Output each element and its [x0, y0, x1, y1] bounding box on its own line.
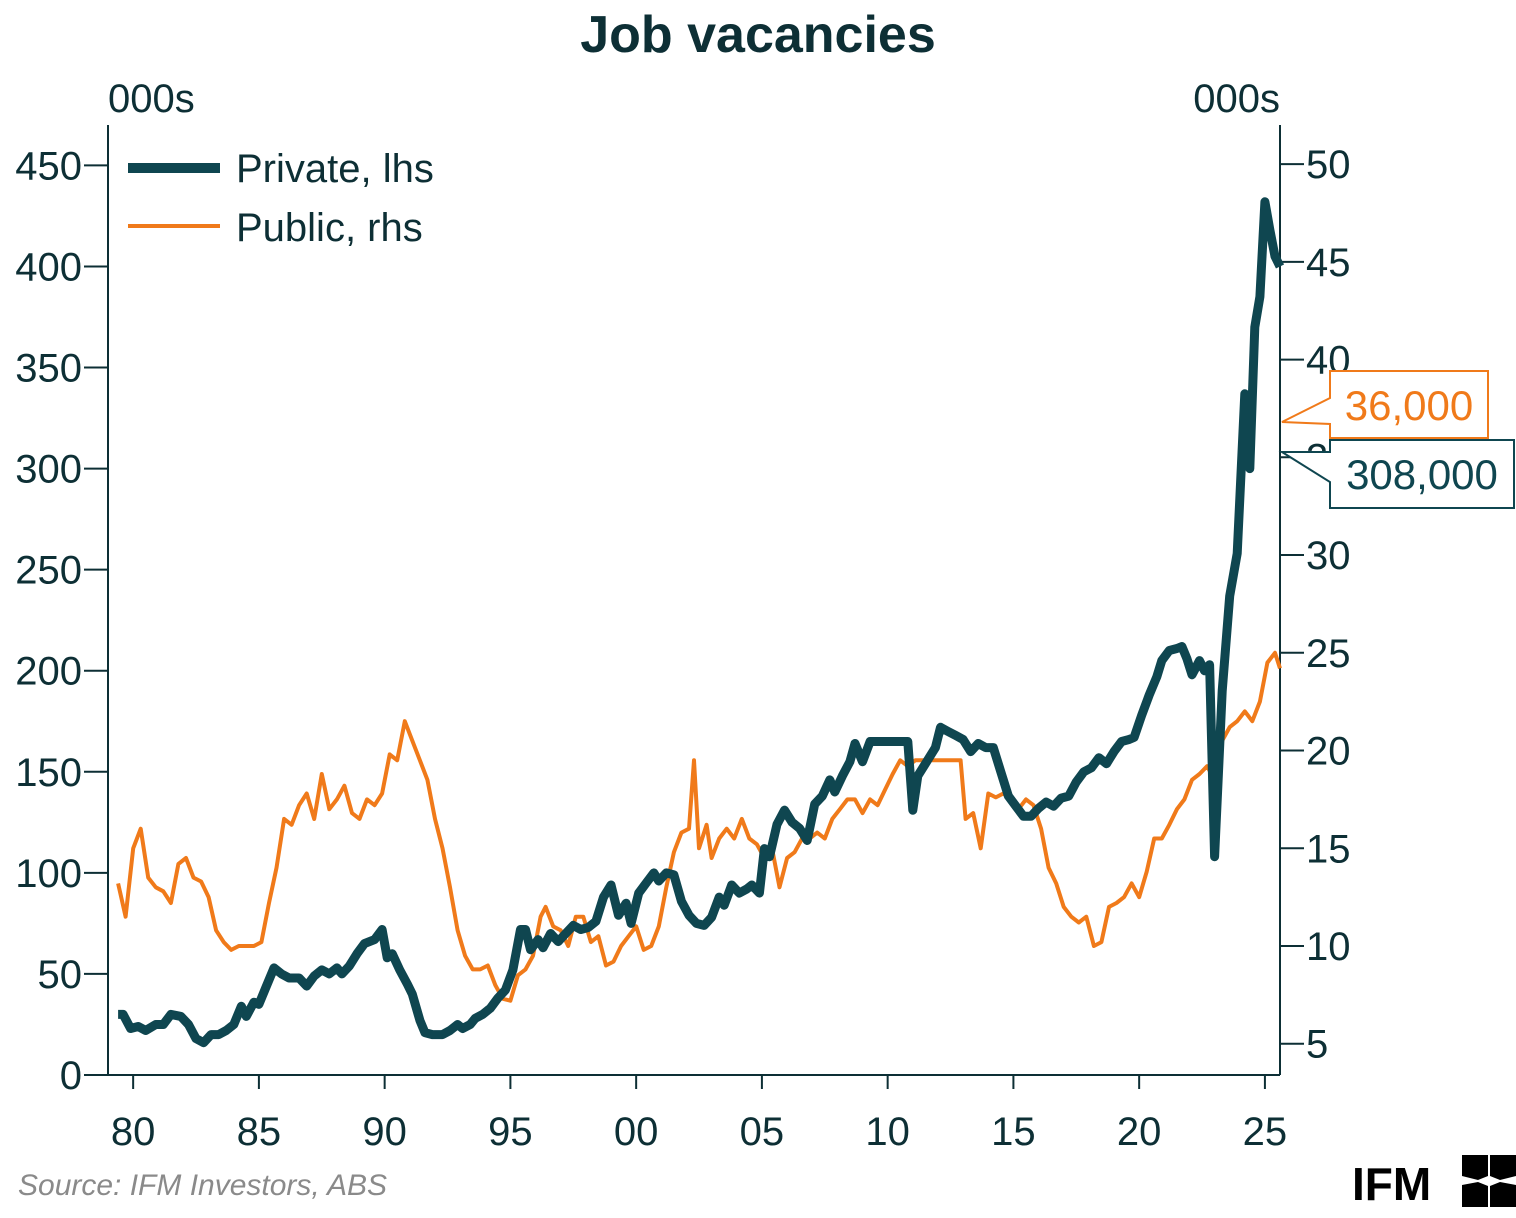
right-axis-unit: 000s — [1193, 77, 1280, 121]
callout-private-label: 308,000 — [1346, 451, 1498, 498]
x-tick-label: 85 — [237, 1110, 282, 1154]
left-tick-label: 200 — [15, 650, 82, 694]
x-tick-label: 00 — [614, 1110, 659, 1154]
x-tick-label: 15 — [991, 1110, 1036, 1154]
left-tick-label: 50 — [38, 953, 83, 997]
callout-public: 36,000 — [1281, 370, 1489, 439]
chart-axes: 0501001502002503003504004505101520253035… — [15, 125, 1351, 1154]
x-tick-label: 90 — [362, 1110, 407, 1154]
left-tick-label: 150 — [15, 751, 82, 795]
right-tick-label: 25 — [1306, 632, 1351, 676]
left-tick-label: 0 — [60, 1054, 82, 1098]
left-tick-label: 450 — [15, 144, 82, 188]
left-tick-label: 250 — [15, 549, 82, 593]
right-tick-label: 20 — [1306, 730, 1351, 774]
callout-public-label: 36,000 — [1345, 382, 1473, 429]
left-tick-label: 350 — [15, 347, 82, 391]
right-tick-label: 5 — [1306, 1023, 1328, 1067]
source-note: Source: IFM Investors, ABS — [18, 1169, 387, 1202]
logo-text: IFM — [1352, 1158, 1431, 1210]
left-tick-label: 300 — [15, 448, 82, 492]
right-tick-label: 15 — [1306, 827, 1351, 871]
right-tick-label: 45 — [1306, 241, 1351, 285]
x-tick-label: 20 — [1117, 1110, 1162, 1154]
legend-label-public: Public, rhs — [236, 206, 423, 250]
right-tick-label: 10 — [1306, 925, 1351, 969]
x-tick-label: 80 — [111, 1110, 156, 1154]
chart-title: Job vacancies — [580, 6, 936, 64]
ifm-logo: IFM — [1352, 1155, 1516, 1210]
x-tick-label: 05 — [740, 1110, 785, 1154]
legend-label-private: Private, lhs — [236, 147, 434, 191]
callout-private: 308,000 — [1278, 439, 1515, 509]
x-tick-label: 25 — [1243, 1110, 1288, 1154]
series-line-private — [118, 197, 1285, 1048]
x-tick-label: 10 — [865, 1110, 910, 1154]
legend: Private, lhs Public, rhs — [128, 147, 434, 250]
right-tick-label: 30 — [1306, 534, 1351, 578]
right-tick-label: 50 — [1306, 143, 1351, 187]
left-tick-label: 100 — [15, 852, 82, 896]
left-tick-label: 400 — [15, 245, 82, 289]
left-axis-unit: 000s — [108, 77, 195, 121]
series-line-public — [116, 650, 1282, 1003]
x-tick-label: 95 — [488, 1110, 533, 1154]
series-layer — [116, 197, 1285, 1048]
ifm-butterfly-icon — [1462, 1155, 1516, 1207]
